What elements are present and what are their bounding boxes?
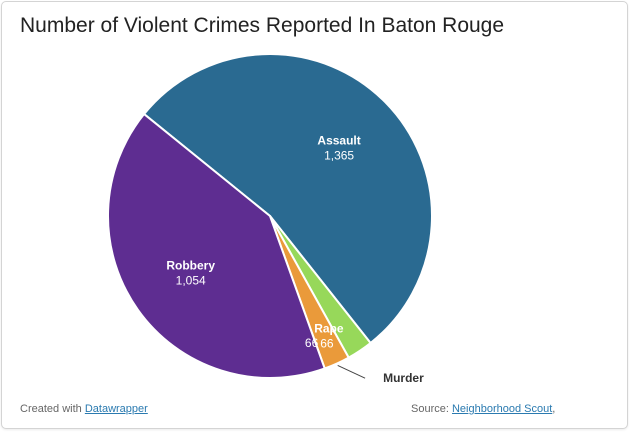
source-suffix: , (552, 403, 556, 415)
slice-value-rape: 66 (320, 336, 334, 350)
slice-value-murder: 66 (305, 336, 319, 350)
slice-label-robbery: Robbery (166, 258, 215, 272)
slice-label-assault: Assault (317, 134, 360, 148)
source-prefix: Source: (411, 403, 449, 415)
source-link[interactable]: Neighborhood Scout (451, 403, 553, 415)
slice-value-assault: 1,365 (324, 149, 354, 163)
slice-value-robbery: 1,054 (176, 273, 206, 287)
datawrapper-link[interactable]: Datawrapper (84, 403, 148, 415)
slice-label-rape: Rape (314, 321, 344, 335)
leader-line-murder (337, 364, 366, 379)
credit-prefix: Created with (20, 403, 82, 415)
chart-title: Number of Violent Crimes Reported In Bat… (20, 14, 505, 37)
pie-slice-robbery (107, 113, 326, 379)
source-text: Source: Neighborhood Scout, (411, 403, 555, 415)
slice-label-murder: Murder (383, 371, 424, 385)
pie-slices (107, 53, 433, 379)
credit-text: Created with Datawrapper (20, 403, 148, 415)
pie-slice-assault (143, 53, 433, 345)
